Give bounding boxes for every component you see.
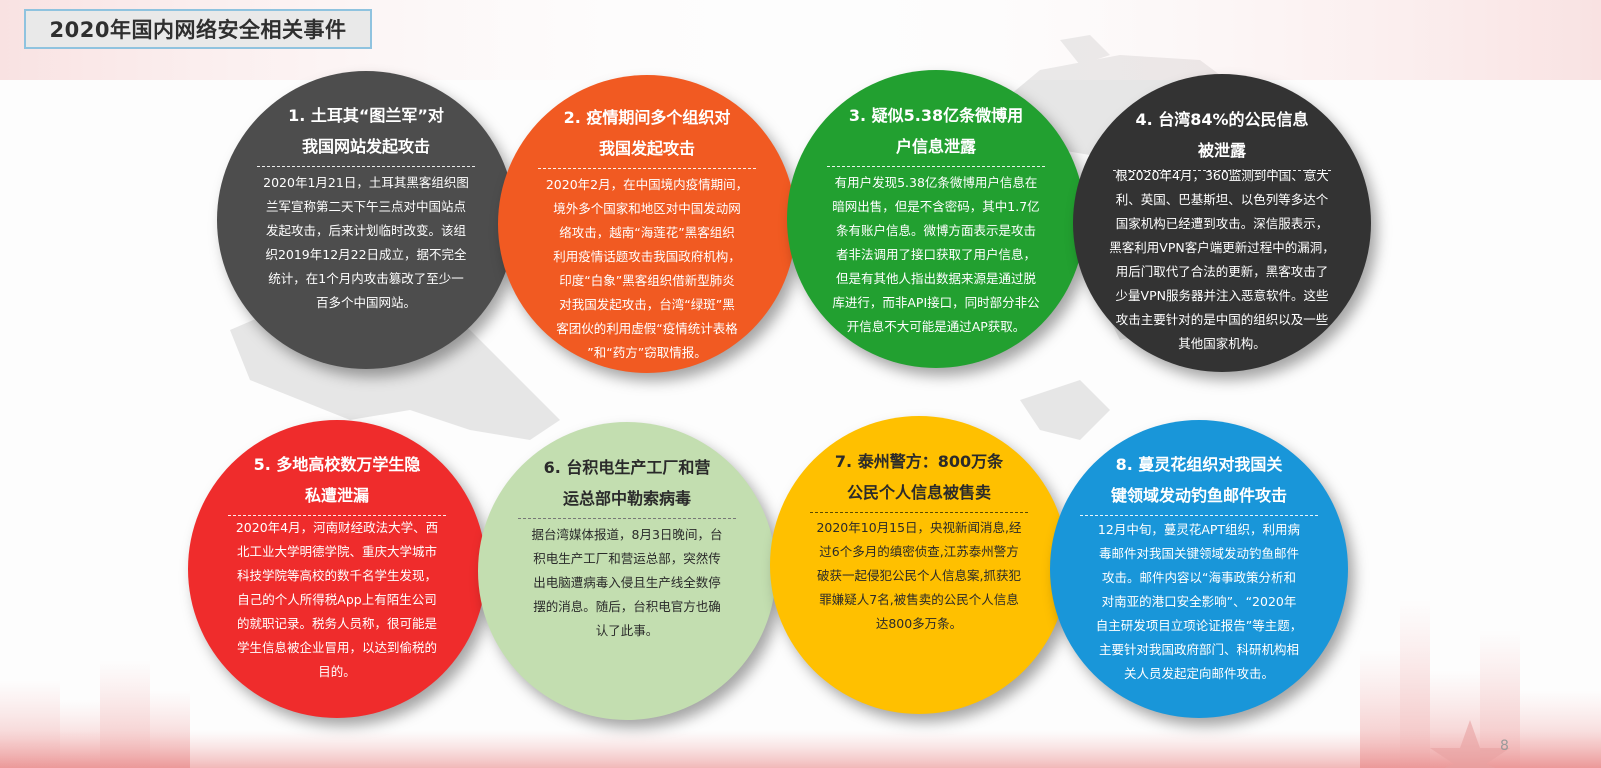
heading-line: 被泄露 [1197,141,1246,160]
event-circle-4: 4. 台湾84%的公民信息 被泄露 根2020年4月，360监测到中国、意大 利… [1073,74,1371,372]
event-circle-3: 3. 疑似5.38亿条微博用 户信息泄露 有用户发现5.38亿条微博用户信息在 … [787,70,1085,368]
body-line: 库进行，而非API接口，同时部分非公 [832,295,1040,310]
body-line: 达800多万条。 [875,616,963,631]
heading-line: 我国网站发起攻击 [301,137,430,156]
body-line: 北工业大学明德学院、重庆大学城市 [236,544,437,559]
heading-line: 我国发起攻击 [598,139,695,158]
body-line: 有用户发现5.38亿条微博用户信息在 [834,175,1038,190]
body-line: 利、英国、巴基斯坦、以色列等多达个 [1115,192,1329,207]
body-line: 络攻击，越南“海莲花”黑客组织 [559,225,735,240]
heading-line: 键领域发动钓鱼邮件攻击 [1110,486,1287,505]
body-line: 兰军宣称第二天下午三点对中国站点 [265,199,466,214]
body-line: 用后门取代了合法的更新，黑客攻击了 [1115,264,1329,279]
body-line: 其他国家机构。 [1178,336,1266,351]
event-body: 2020年4月，河南财经政法大学、西 北工业大学明德学院、重庆大学城市 科技学院… [210,516,464,684]
body-line: 科技学院等高校的数千名学生发现， [236,568,437,583]
body-line: 2020年4月，河南财经政法大学、西 [235,520,439,535]
heading-line: 8. 蔓灵花组织对我国关 [1115,455,1283,474]
event-circle-8: 8. 蔓灵花组织对我国关 键领域发动钓鱼邮件攻击 12月中旬，蔓灵花APT组织，… [1050,420,1348,718]
body-line: 2020年2月，在中国境内疫情期间， [545,177,749,192]
event-circle-6: 6. 台积电生产工厂和营 运总部中勒索病毒 据台湾媒体报道，8月3日晚间，台 积… [478,422,776,720]
body-line: 毒邮件对我国关键领域发动钓鱼邮件 [1098,546,1299,561]
body-line: 根2020年4月，360监测到中国、意大 [1115,168,1329,183]
body-line: 罪嫌疑人7名,被售卖的公民个人信息 [819,592,1019,607]
body-line: 者非法调用了接口获取了用户信息， [835,247,1036,262]
event-heading: 8. 蔓灵花组织对我国关 键领域发动钓鱼邮件攻击 [1080,449,1318,516]
event-heading: 1. 土耳其“图兰军”对 我国网站发起攻击 [257,100,475,167]
heading-line: 7. 泰州警方：800万条 [834,452,1004,471]
body-line: 黑客利用VPN客户端更新过程中的漏洞， [1109,240,1335,255]
heading-line: 5. 多地高校数万学生隐 [253,455,421,474]
event-heading: 7. 泰州警方：800万条 公民个人信息被售卖 [810,446,1028,513]
body-line: 织2019年12月22日成立，据不完全 [265,247,467,262]
body-line: 印度“白象”黑客组织借新型肺炎 [559,273,735,288]
heading-line: 公民个人信息被售卖 [846,483,991,502]
event-heading: 3. 疑似5.38亿条微博用 户信息泄露 [827,100,1045,167]
heading-line: 运总部中勒索病毒 [562,489,691,508]
event-body: 2020年1月21日，土耳其黑客组织图 兰军宣称第二天下午三点对中国站点 发起攻… [237,171,495,315]
body-line: 条有账户信息。微博方面表示是攻击 [835,223,1036,238]
body-line: 对我国发起攻击，台湾“绿斑”黑 [559,297,735,312]
body-line: 国家机构已经遭到攻击。深信服表示， [1115,216,1329,231]
body-line: 过6个多月的缜密侦查,江苏泰州警方 [819,544,1019,559]
event-heading: 2. 疫情期间多个组织对 我国发起攻击 [538,102,756,169]
body-line: 关人员发起定向邮件攻击。 [1123,666,1274,681]
body-line: 2020年1月21日，土耳其黑客组织图 [263,175,469,190]
body-line: 目的。 [318,664,356,679]
event-circle-2: 2. 疫情期间多个组织对 我国发起攻击 2020年2月，在中国境内疫情期间， 境… [498,75,796,373]
body-line: 但是有其他人指出数据来源是通过脱 [835,271,1036,286]
event-heading: 4. 台湾84%的公民信息 被泄露 [1113,104,1331,171]
body-line: 自主研发项目立项论证报告”等主题， [1095,618,1303,633]
body-line: 利用疫情话题攻击我国政府机构， [553,249,741,264]
body-line: 学生信息被企业冒用，以达到偷税的 [236,640,437,655]
body-line: 出电脑遭病毒入侵且生产线全数停 [533,575,721,590]
body-line: 对南亚的港口安全影响”、“2020年 [1101,594,1297,609]
body-line: 积电生产工厂和营运总部，突然传 [533,551,721,566]
body-line: 境外多个国家和地区对中国发动网 [553,201,741,216]
event-heading: 5. 多地高校数万学生隐 私遭泄漏 [228,449,446,516]
body-line: 破获一起侵犯公民个人信息案,抓获犯 [817,568,1021,583]
body-line: 发起攻击，后来计划临时改变。该组 [265,223,466,238]
page-number: 8 [1500,738,1509,754]
event-body: 12月中旬，蔓灵花APT组织，利用病 毒邮件对我国关键领域发动钓鱼邮件 攻击。邮… [1072,518,1326,686]
body-line: ”和“药方”窃取情报。 [587,345,707,360]
event-heading: 6. 台积电生产工厂和营 运总部中勒索病毒 [518,452,736,519]
body-line: 少量VPN服务器并注入恶意软件。这些 [1115,288,1329,303]
body-line: 摆的消息。随后，台积电官方也确 [533,599,721,614]
event-circle-7: 7. 泰州警方：800万条 公民个人信息被售卖 2020年10月15日，央视新闻… [770,416,1068,714]
heading-line: 4. 台湾84%的公民信息 [1135,110,1309,129]
heading-line: 1. 土耳其“图兰军”对 [288,106,444,125]
body-line: 统计，在1个月内攻击篡改了至少一 [268,271,464,286]
body-line: 2020年10月15日，央视新闻消息,经 [816,520,1022,535]
body-line: 12月中旬，蔓灵花APT组织，利用病 [1097,522,1301,537]
body-line: 攻击主要针对的是中国的组织以及一些 [1115,312,1329,327]
event-body: 2020年2月，在中国境内疫情期间， 境外多个国家和地区对中国发动网 络攻击，越… [520,173,774,365]
event-body: 据台湾媒体报道，8月3日晚间，台 积电生产工厂和营运总部，突然传 出电脑遭病毒入… [504,523,750,643]
body-line: 客团伙的利用虚假“疫情统计表格 [556,321,738,336]
body-line: 的就职记录。税务人员称，很可能是 [236,616,437,631]
event-circle-1: 1. 土耳其“图兰军”对 我国网站发起攻击 2020年1月21日，土耳其黑客组织… [217,71,515,369]
body-line: 攻击。邮件内容以“海事政策分析和 [1102,570,1296,585]
body-line: 据台湾媒体报道，8月3日晚间，台 [531,527,723,542]
body-line: 暗网出售，但是不含密码，其中1.7亿 [832,199,1040,214]
heading-line: 户信息泄露 [895,137,976,156]
heading-line: 私遭泄漏 [304,486,369,505]
body-line: 开信息不大可能是通过AP获取。 [846,319,1026,334]
event-body: 根2020年4月，360监测到中国、意大 利、英国、巴基斯坦、以色列等多达个 国… [1087,164,1357,356]
heading-line: 3. 疑似5.38亿条微博用 [848,106,1024,125]
event-body: 2020年10月15日，央视新闻消息,经 过6个多月的缜密侦查,江苏泰州警方 破… [794,516,1044,636]
heading-line: 6. 台积电生产工厂和营 [543,458,711,477]
body-line: 自己的个人所得税App上有陌生公司 [237,592,437,607]
event-body: 有用户发现5.38亿条微博用户信息在 暗网出售，但是不含密码，其中1.7亿 条有… [807,171,1065,339]
heading-line: 2. 疫情期间多个组织对 [563,108,731,127]
body-line: 认了此事。 [595,623,659,638]
event-circle-5: 5. 多地高校数万学生隐 私遭泄漏 2020年4月，河南财经政法大学、西 北工业… [188,420,486,718]
page-title: 2020年国内网络安全相关事件 [24,9,372,49]
body-line: 主要针对我国政府部门、科研机构相 [1098,642,1299,657]
body-line: 百多个中国网站。 [315,295,416,310]
